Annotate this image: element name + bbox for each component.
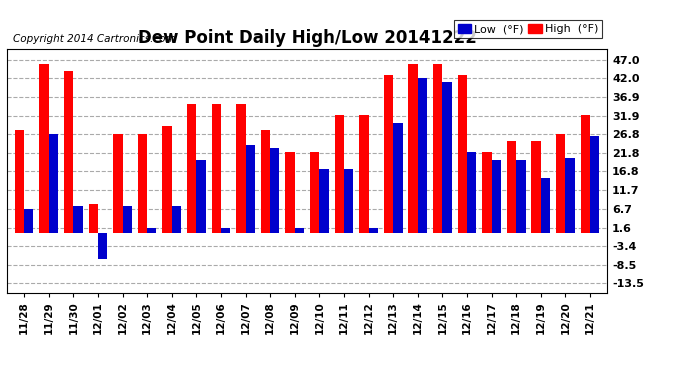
Bar	[319, 169, 328, 233]
Bar	[236, 104, 246, 233]
Bar	[433, 63, 442, 233]
Bar	[286, 152, 295, 233]
Bar	[384, 75, 393, 233]
Bar	[467, 152, 476, 233]
Bar	[310, 152, 319, 233]
Bar	[221, 228, 230, 233]
Bar	[138, 134, 147, 233]
Bar	[507, 141, 516, 233]
Bar	[491, 159, 501, 233]
Bar	[482, 152, 491, 233]
Bar	[270, 148, 279, 233]
Text: Copyright 2014 Cartronics.com: Copyright 2014 Cartronics.com	[13, 34, 175, 44]
Bar	[516, 159, 526, 233]
Bar	[246, 145, 255, 233]
Bar	[344, 169, 353, 233]
Bar	[162, 126, 172, 233]
Bar	[590, 135, 600, 233]
Bar	[187, 104, 197, 233]
Bar	[39, 63, 49, 233]
Bar	[14, 130, 24, 233]
Bar	[565, 158, 575, 233]
Bar	[531, 141, 541, 233]
Bar	[212, 104, 221, 233]
Bar	[556, 134, 565, 233]
Bar	[417, 78, 427, 233]
Bar	[24, 209, 34, 233]
Bar	[442, 82, 452, 233]
Bar	[368, 228, 378, 233]
Bar	[457, 75, 467, 233]
Bar	[580, 115, 590, 233]
Bar	[64, 71, 73, 233]
Bar	[261, 130, 270, 233]
Bar	[73, 206, 83, 233]
Bar	[172, 206, 181, 233]
Bar	[123, 206, 132, 233]
Bar	[541, 178, 550, 233]
Bar	[335, 115, 344, 233]
Legend: Low  (°F), High  (°F): Low (°F), High (°F)	[454, 20, 602, 38]
Bar	[88, 204, 98, 233]
Bar	[295, 228, 304, 233]
Title: Dew Point Daily High/Low 20141222: Dew Point Daily High/Low 20141222	[137, 29, 477, 47]
Bar	[49, 134, 58, 233]
Bar	[98, 233, 107, 259]
Bar	[408, 63, 417, 233]
Bar	[113, 134, 123, 233]
Bar	[359, 115, 368, 233]
Bar	[147, 228, 157, 233]
Bar	[197, 159, 206, 233]
Bar	[393, 123, 402, 233]
